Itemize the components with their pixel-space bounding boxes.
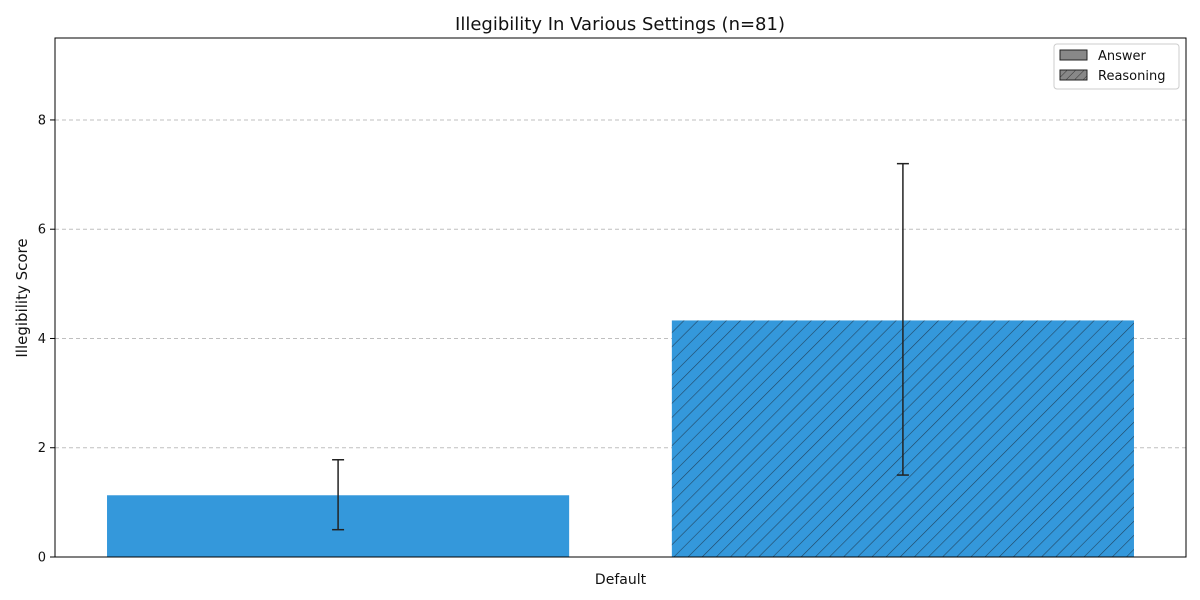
y-tick-label: 8 (38, 113, 46, 128)
chart-title: Illegibility In Various Settings (n=81) (455, 14, 785, 35)
legend-swatch-answer (1059, 49, 1088, 61)
legend-swatch-hatch (1060, 70, 1087, 80)
bars (107, 320, 1134, 557)
legend-label-reasoning: Reasoning (1098, 69, 1165, 84)
legend: Answer Reasoning (1053, 43, 1180, 90)
x-axis-categories: Default (595, 572, 647, 588)
y-axis-ticks: 0 2 4 6 8 (38, 113, 55, 566)
y-tick-label: 4 (38, 332, 46, 347)
y-tick-label: 2 (38, 441, 46, 456)
plot-frame (54, 37, 1187, 558)
y-axis-label: Illegibility Score (13, 238, 31, 357)
error-bars (332, 162, 909, 531)
y-tick-label: 0 (38, 551, 46, 566)
x-category-label: Default (595, 572, 647, 588)
legend-label-answer: Answer (1098, 49, 1147, 64)
y-tick-label: 6 (38, 223, 46, 238)
